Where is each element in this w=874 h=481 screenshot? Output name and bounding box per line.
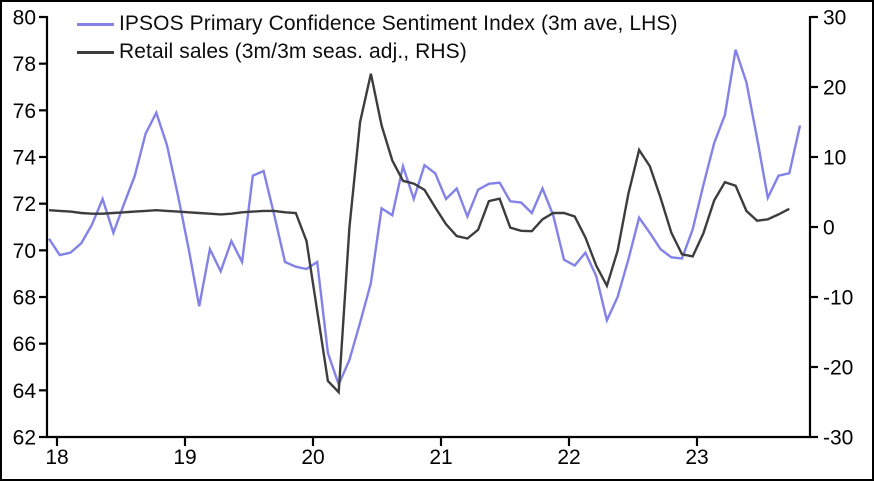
retail-sales-line [48, 73, 790, 395]
right-axis-tick-label: -20 [823, 357, 853, 380]
right-axis-tick-label: -10 [823, 287, 853, 310]
chart-legend: IPSOS Primary Confidence Sentiment Index… [77, 10, 678, 66]
legend-item-retail-sales: Retail sales (3m/3m seas. adj., RHS) [77, 38, 678, 66]
x-axis-tick-label: 21 [429, 446, 452, 469]
left-axis-tick-label: 70 [13, 240, 36, 263]
legend-label-ipsos: IPSOS Primary Confidence Sentiment Index… [119, 12, 678, 35]
x-axis-tick-label: 22 [557, 446, 580, 469]
left-axis-tick-label: 72 [13, 193, 36, 216]
left-axis-tick-label: 64 [13, 380, 37, 403]
right-axis-tick-label: 10 [823, 147, 846, 170]
right-axis-tick-label: 20 [823, 77, 846, 100]
x-axis-tick-label: 23 [685, 446, 708, 469]
ipsos-line-swatch [77, 22, 114, 26]
x-axis-tick-label: 20 [301, 446, 324, 469]
left-axis-tick-label: 66 [13, 333, 36, 356]
legend-item-ipsos: IPSOS Primary Confidence Sentiment Index… [77, 10, 678, 38]
legend-label-retail-sales: Retail sales (3m/3m seas. adj., RHS) [119, 40, 467, 63]
right-axis-tick-label: 30 [823, 7, 846, 30]
retail-sales-line-swatch [77, 50, 114, 54]
right-axis-tick-label: 0 [823, 217, 835, 240]
x-axis-tick-label: 18 [45, 446, 68, 469]
left-axis-tick-label: 62 [13, 427, 36, 450]
left-axis-tick-label: 68 [13, 287, 36, 310]
ipsos-confidence-line [47, 49, 802, 388]
right-axis-tick-label: -30 [823, 427, 853, 450]
left-axis-tick-label: 80 [13, 7, 36, 30]
left-axis-tick-label: 74 [13, 147, 37, 170]
left-axis-tick-label: 76 [13, 100, 36, 123]
left-axis-tick-label: 78 [13, 53, 36, 76]
x-axis-tick-label: 19 [173, 446, 196, 469]
